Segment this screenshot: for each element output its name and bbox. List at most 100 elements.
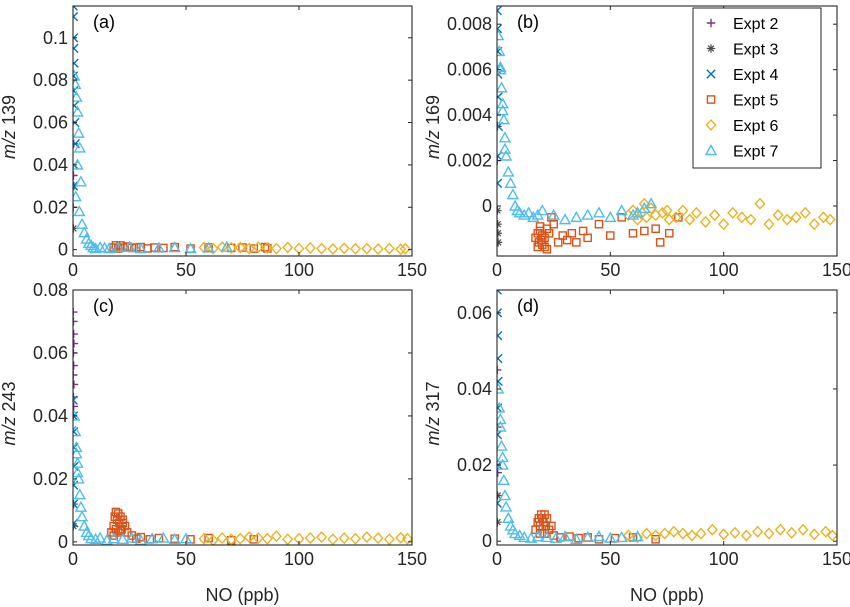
data-point <box>581 208 594 220</box>
data-point <box>207 534 219 545</box>
data-point <box>89 532 102 545</box>
data-point <box>781 213 793 226</box>
data-point <box>531 530 544 542</box>
y-tick-label: 0.008 <box>447 14 492 34</box>
data-point <box>628 228 638 238</box>
data-point <box>136 532 146 542</box>
data-point <box>549 219 558 229</box>
data-point <box>252 241 264 254</box>
data-point <box>102 242 116 254</box>
x-tick-label: 150 <box>822 260 850 280</box>
data-point <box>558 213 572 225</box>
data-point <box>73 126 85 138</box>
data-point <box>123 240 136 252</box>
data-point <box>631 206 644 218</box>
y-tick-label: 0.02 <box>33 197 68 217</box>
axes-box <box>72 289 413 546</box>
data-point <box>184 242 197 254</box>
data-point <box>581 530 594 543</box>
data-point <box>100 533 114 545</box>
data-point <box>497 468 502 477</box>
x-tick-label: 0 <box>492 260 502 280</box>
data-point <box>168 241 181 253</box>
data-point <box>638 197 650 210</box>
data-point <box>234 532 246 545</box>
data-point <box>497 97 509 109</box>
data-point <box>497 420 507 432</box>
data-point <box>327 533 339 545</box>
data-point <box>73 6 78 11</box>
data-point <box>527 210 540 223</box>
data-point <box>152 241 166 253</box>
data-point <box>282 533 294 545</box>
y-label-italic: m/z <box>0 125 19 159</box>
data-point <box>774 523 786 536</box>
data-point <box>518 208 531 220</box>
data-point <box>497 29 505 41</box>
data-point <box>73 440 83 453</box>
data-point <box>395 243 407 256</box>
x-tick-label: 100 <box>709 549 739 569</box>
data-point <box>134 242 147 254</box>
data-point <box>497 290 502 295</box>
data-point <box>498 489 512 501</box>
data-point <box>553 238 563 247</box>
data-point <box>542 244 552 254</box>
data-point <box>536 204 549 216</box>
data-point <box>234 241 246 254</box>
data-point <box>506 188 520 200</box>
data-point <box>592 530 606 542</box>
data-point <box>736 211 748 224</box>
data-point <box>497 491 502 500</box>
panel-0: 0 50 100 150 0 0.02 0.04 0.06 0.08 0.1 (a) m/z 139 <box>0 5 427 280</box>
x-tick-label: 100 <box>284 549 314 569</box>
y-tick-label: 0.08 <box>33 70 68 90</box>
y-tick-label: 0.08 <box>33 280 68 300</box>
legend-label: Expt 5 <box>733 93 778 110</box>
data-point <box>626 208 640 220</box>
data-point <box>572 238 581 247</box>
data-point <box>670 211 682 224</box>
data-point <box>497 60 507 73</box>
legend-label: Expt 3 <box>733 42 778 59</box>
data-point <box>316 242 328 255</box>
data-point <box>383 533 395 545</box>
data-point <box>270 242 282 255</box>
data-point <box>93 531 107 543</box>
y-tick-label: 0.06 <box>33 113 68 133</box>
y-tick-label: 0 <box>58 240 68 260</box>
panel-label: (d) <box>517 296 539 316</box>
data-point <box>249 244 259 253</box>
data-point <box>361 242 373 255</box>
legend-label: Expt 7 <box>733 144 778 161</box>
data-point <box>668 525 680 538</box>
data-point <box>651 534 660 544</box>
data-point <box>729 526 741 539</box>
y-tick-label: 0.06 <box>457 303 492 323</box>
x-tick-label: 150 <box>397 260 427 280</box>
data-point <box>497 219 502 229</box>
y-tick-label: 0 <box>482 196 492 216</box>
data-point <box>562 235 572 245</box>
data-point <box>786 526 798 539</box>
panel-2: 0 50 100 150 0 0.02 0.04 0.06 0.08 (c) m/z 243 NO (… <box>0 280 427 605</box>
panel-3: 0 50 100 150 0 0.02 0.04 0.06 (d) m/z 317 NO (ppb) <box>423 289 850 605</box>
data-point <box>540 530 554 543</box>
data-point <box>401 532 412 545</box>
series-expt-7 <box>497 29 658 225</box>
legend-label: Expt 6 <box>733 118 778 135</box>
data-point <box>522 206 535 218</box>
data-point <box>718 218 730 231</box>
data-point <box>799 206 811 219</box>
y-tick-label: 0.04 <box>33 155 68 175</box>
y-label-value: 139 <box>0 95 19 125</box>
data-point <box>808 528 820 541</box>
data-point <box>261 241 273 254</box>
data-point <box>349 532 362 545</box>
data-point <box>631 530 644 542</box>
data-point <box>202 241 215 253</box>
data-point <box>497 113 510 125</box>
data-point <box>225 241 237 254</box>
data-point <box>604 210 617 223</box>
